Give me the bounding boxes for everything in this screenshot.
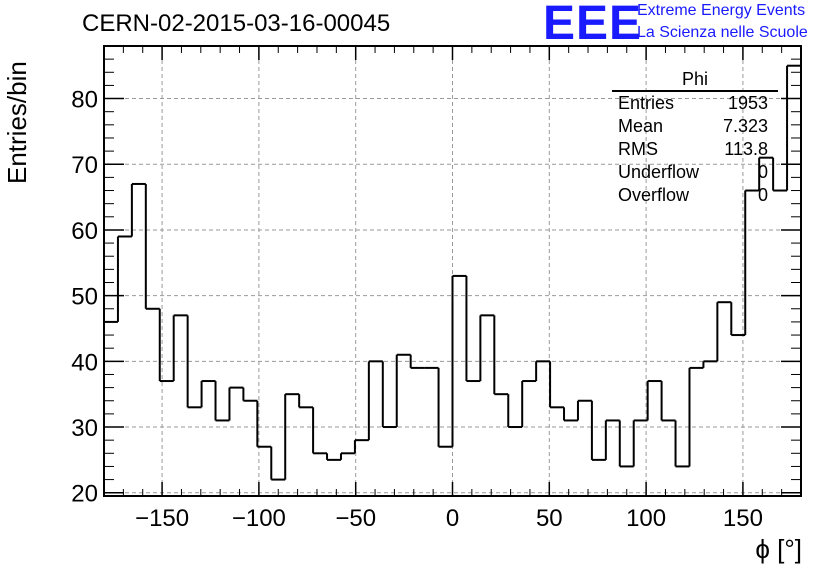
stats-value: 0: [757, 162, 768, 182]
tick-labels: −150 −100 −50 0 50 100 150 20 30 40 50 60 70 80: [71, 87, 763, 532]
x-axis-label: ϕ [°]: [755, 534, 802, 564]
y-tick-label: 70: [71, 152, 98, 179]
stats-label: Entries: [618, 93, 675, 113]
stats-row: Underflow 0: [610, 161, 778, 184]
x-tick-label: −100: [232, 505, 286, 532]
x-tick-label: 100: [626, 505, 666, 532]
stats-value: 113.8: [724, 139, 768, 159]
y-tick-label: 20: [71, 481, 98, 508]
stats-row: Mean 7.323: [610, 115, 778, 138]
stats-box: Phi Entries 1953 Mean 7.323 RMS 113.8 Un…: [610, 68, 778, 207]
stats-label: Underflow: [618, 162, 700, 182]
y-tick-label: 30: [71, 415, 98, 442]
stats-value: 1953: [727, 93, 768, 113]
y-tick-label: 50: [71, 284, 98, 311]
eee-logo: EEE: [543, 0, 643, 50]
stats-row: RMS 113.8: [610, 138, 778, 161]
y-axis-label: Entries/bin: [2, 61, 32, 184]
stats-value: 7.323: [722, 116, 768, 136]
x-tick-label: −50: [335, 505, 376, 532]
logo-caption-line1: Extreme Energy Events: [637, 2, 806, 19]
x-tick-label: −150: [135, 505, 189, 532]
stats-label: Mean: [618, 116, 664, 136]
chart-title: CERN-02-2015-03-16-00045: [82, 10, 391, 37]
stats-row: Overflow 0: [610, 184, 778, 207]
plot-frame: [103, 45, 802, 497]
logo-caption-line2: La Scienza nelle Scuole: [637, 24, 808, 41]
stats-value: 0: [757, 185, 768, 205]
stats-title: Phi: [612, 68, 778, 92]
stats-row: Entries 1953: [610, 92, 778, 115]
x-tick-label: 50: [536, 505, 563, 532]
stats-label: Overflow: [618, 185, 690, 205]
x-tick-label: 0: [446, 505, 459, 532]
x-tick-label: 150: [723, 505, 763, 532]
y-tick-label: 40: [71, 349, 98, 376]
stats-label: RMS: [618, 139, 658, 159]
y-tick-label: 80: [71, 87, 98, 114]
y-tick-label: 60: [71, 218, 98, 245]
